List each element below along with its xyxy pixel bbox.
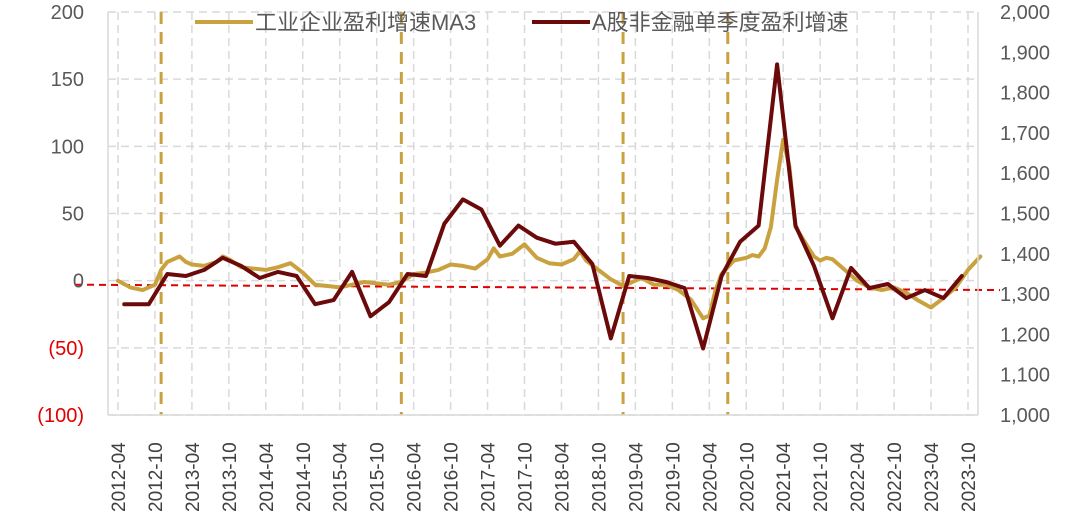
x-tick-label: 2023-04 — [922, 442, 943, 512]
x-tick-label: 2014-10 — [294, 442, 315, 512]
right-tick-label: 2,000 — [1000, 2, 1050, 24]
legend: 工业企业盈利增速MA3 A股非金融单季度盈利增速 — [195, 10, 849, 35]
left-tick-label: 50 — [62, 204, 84, 226]
x-tick-label: 2018-10 — [589, 442, 610, 512]
grid-lines — [108, 11, 978, 416]
left-tick-label: 100 — [51, 136, 84, 158]
x-tick-label: 2012-10 — [146, 442, 167, 512]
left-tick-label: (50) — [48, 338, 84, 360]
right-tick-label: 1,300 — [1000, 284, 1050, 306]
legend-label: A股非金融单季度盈利增速 — [592, 10, 849, 35]
x-tick-label: 2022-10 — [885, 442, 906, 512]
x-tick-label: 2021-10 — [811, 442, 832, 512]
right-tick-label: 1,800 — [1000, 83, 1050, 105]
right-tick-label: 1,200 — [1000, 324, 1050, 346]
x-tick-label: 2014-04 — [257, 442, 278, 512]
right-tick-label: 1,900 — [1000, 42, 1050, 64]
series-line-ashare-profit — [122, 62, 964, 351]
x-tick-label: 2017-10 — [516, 442, 537, 512]
reference-line — [74, 283, 1001, 292]
legend-label: 工业企业盈利增速MA3 — [255, 10, 476, 35]
series-lines — [116, 62, 983, 351]
right-tick-label: 1,500 — [1000, 204, 1050, 226]
left-tick-label: 150 — [51, 69, 84, 91]
left-tick-label: (100) — [37, 405, 84, 427]
x-tick-label: 2021-04 — [774, 442, 795, 512]
x-tick-label: 2017-04 — [479, 442, 500, 512]
right-tick-label: 1,100 — [1000, 365, 1050, 387]
vertical-markers — [159, 12, 730, 415]
left-tick-label: 0 — [73, 271, 84, 293]
x-tick-label: 2013-10 — [220, 442, 241, 512]
right-tick-label: 1,600 — [1000, 163, 1050, 185]
x-tick-label: 2015-10 — [368, 442, 389, 512]
x-tick-label: 2019-10 — [663, 442, 684, 512]
x-tick-label: 2013-04 — [183, 442, 204, 512]
series-line-industrial-profit — [116, 137, 983, 321]
x-tick-label: 2020-10 — [737, 442, 758, 512]
x-tick-label: 2023-10 — [959, 442, 980, 512]
axes: 200 150 100 50 0 (50) (100) 2,000 1,900 1,800 1,70… — [37, 2, 1050, 512]
right-tick-label: 1,400 — [1000, 244, 1050, 266]
zero-reference-line — [74, 283, 1001, 292]
x-tick-label: 2012-04 — [109, 442, 130, 512]
right-tick-label: 1,000 — [1000, 405, 1050, 427]
x-tick-label: 2020-04 — [700, 442, 721, 512]
x-tick-label: 2022-04 — [848, 442, 869, 512]
x-tick-label: 2019-04 — [626, 442, 647, 512]
x-tick-label: 2018-04 — [552, 442, 573, 512]
x-tick-label: 2015-04 — [331, 442, 352, 512]
x-tick-label: 2016-10 — [442, 442, 463, 512]
x-tick-label: 2016-04 — [405, 442, 426, 512]
right-tick-label: 1,700 — [1000, 123, 1050, 145]
left-tick-label: 200 — [51, 2, 84, 24]
